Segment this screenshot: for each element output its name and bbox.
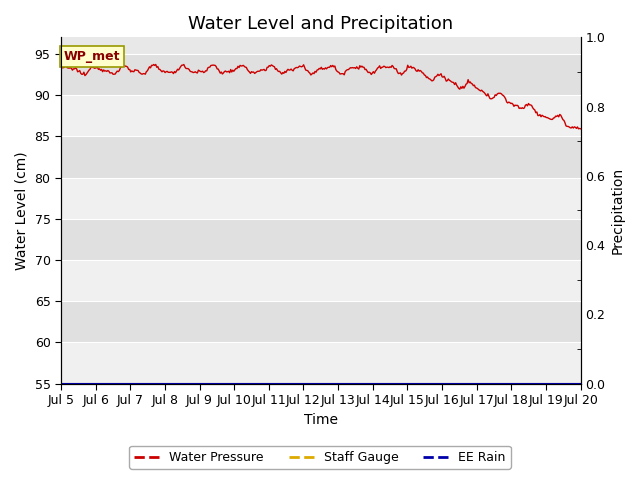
Bar: [61, 136, 580, 178]
Bar: [61, 342, 580, 384]
Text: WP_met: WP_met: [63, 50, 120, 63]
Bar: [61, 54, 580, 95]
Bar: [61, 178, 580, 219]
Y-axis label: Precipitation: Precipitation: [611, 167, 625, 254]
Y-axis label: Water Level (cm): Water Level (cm): [15, 151, 29, 270]
Legend: Water Pressure, Staff Gauge, EE Rain: Water Pressure, Staff Gauge, EE Rain: [129, 446, 511, 469]
Title: Water Level and Precipitation: Water Level and Precipitation: [188, 15, 453, 33]
Bar: [61, 95, 580, 136]
Bar: [61, 219, 580, 260]
Bar: [61, 260, 580, 301]
Bar: [61, 301, 580, 342]
X-axis label: Time: Time: [304, 413, 338, 427]
